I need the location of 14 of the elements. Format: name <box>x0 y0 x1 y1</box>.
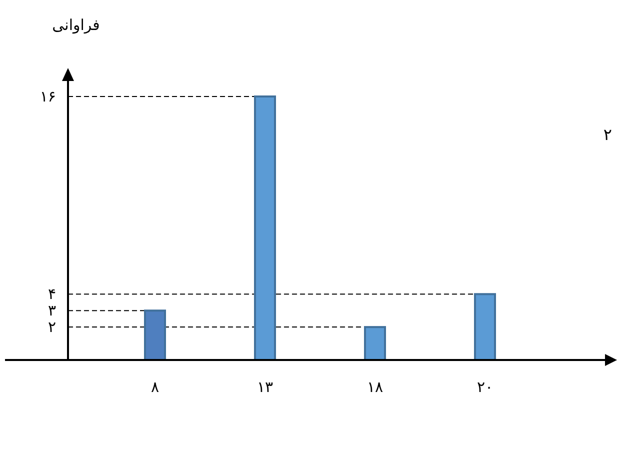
bar <box>364 326 386 361</box>
x-tick-label: ۲۰ <box>476 378 494 396</box>
bar <box>144 310 166 361</box>
x-tick-label: ۸ <box>150 378 160 396</box>
y-tick-label: ۱۶ <box>40 87 56 106</box>
bar <box>254 95 276 361</box>
y-tick-label: ۳ <box>48 302 56 320</box>
y-axis-title: فراوانی <box>52 16 100 34</box>
y-tick-label: ۲ <box>48 318 56 336</box>
bar <box>474 293 496 361</box>
x-tick-label: ۱۸ <box>366 378 384 396</box>
x-tick-label: ۱۳ <box>256 378 274 396</box>
y-tick-label: ۴ <box>48 285 56 304</box>
text: ۲ <box>603 125 612 144</box>
